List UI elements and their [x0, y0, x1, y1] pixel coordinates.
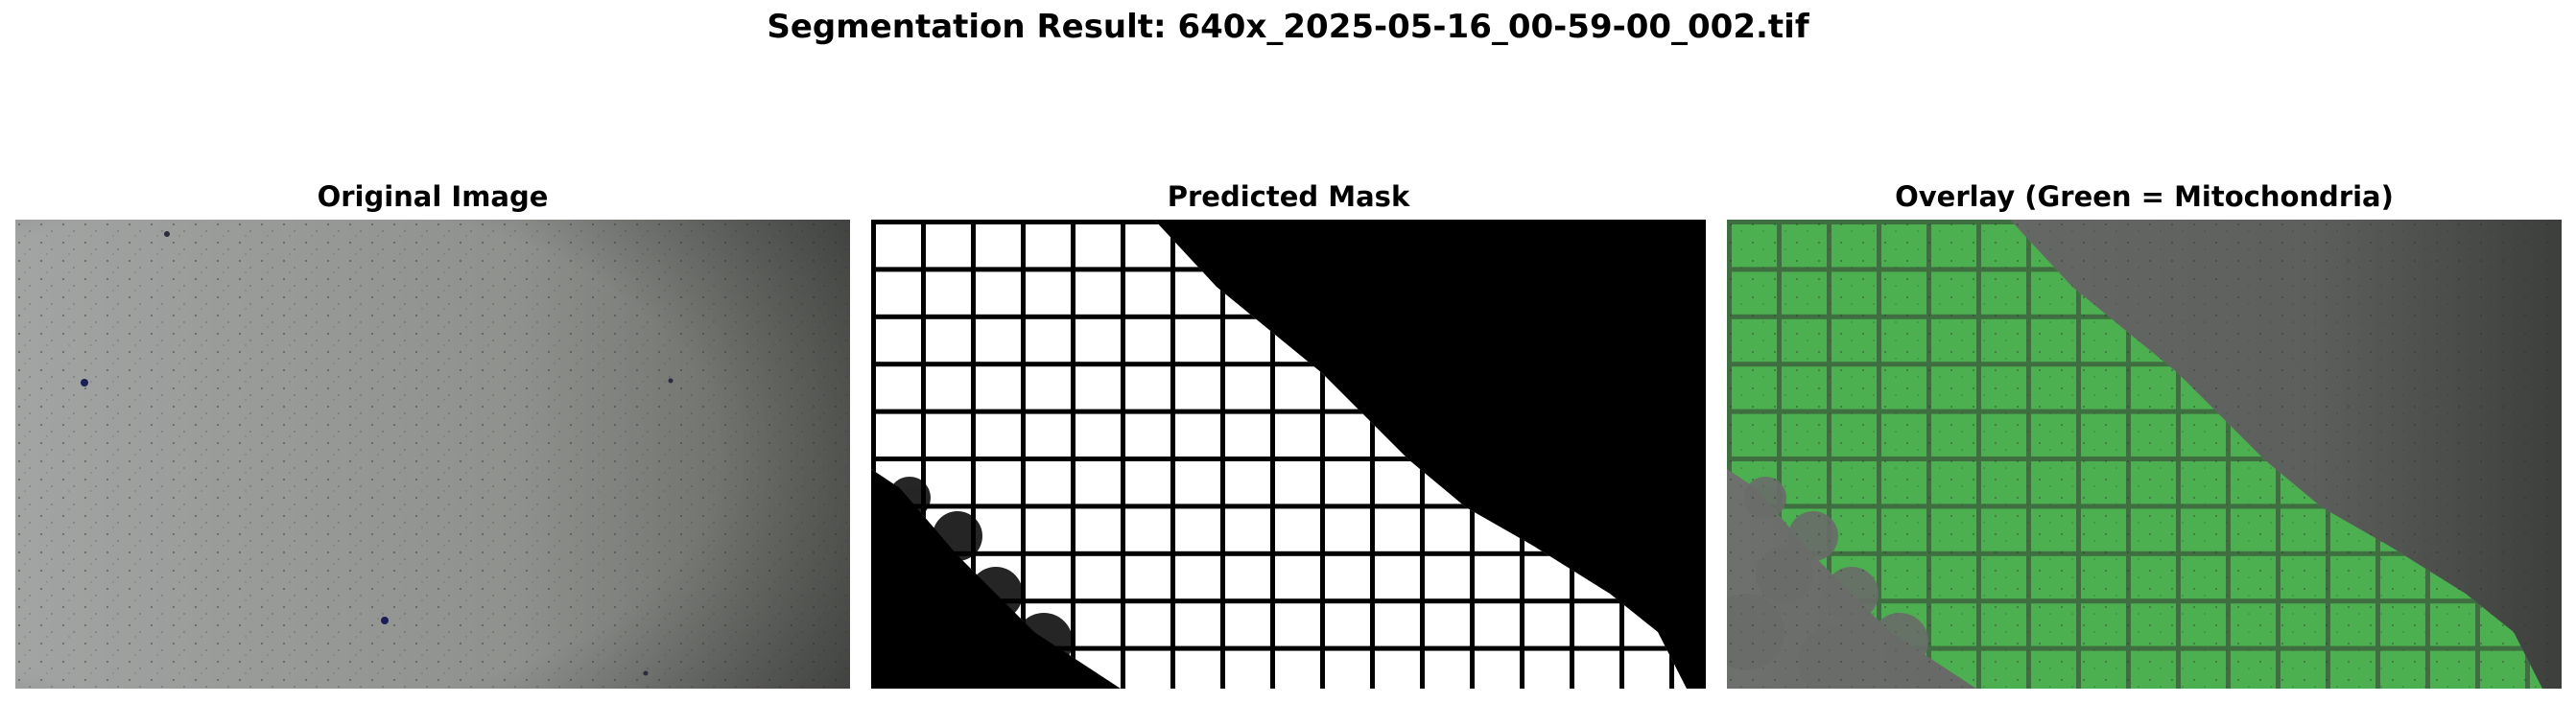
overlay-image	[1727, 220, 2562, 689]
figure-title: Segmentation Result: 640x_2025-05-16_00-…	[767, 8, 1809, 46]
microscope-photo-image	[15, 220, 850, 689]
overlay-image	[1727, 220, 2562, 689]
panel-title-mask: Predicted Mask	[1167, 180, 1410, 213]
original-image	[15, 220, 850, 689]
predicted-mask-image	[871, 220, 1706, 689]
panel-title-overlay: Overlay (Green = Mitochondria)	[1895, 180, 2394, 213]
panel-title-original: Original Image	[317, 180, 549, 213]
binary-mask-image	[871, 220, 1706, 689]
